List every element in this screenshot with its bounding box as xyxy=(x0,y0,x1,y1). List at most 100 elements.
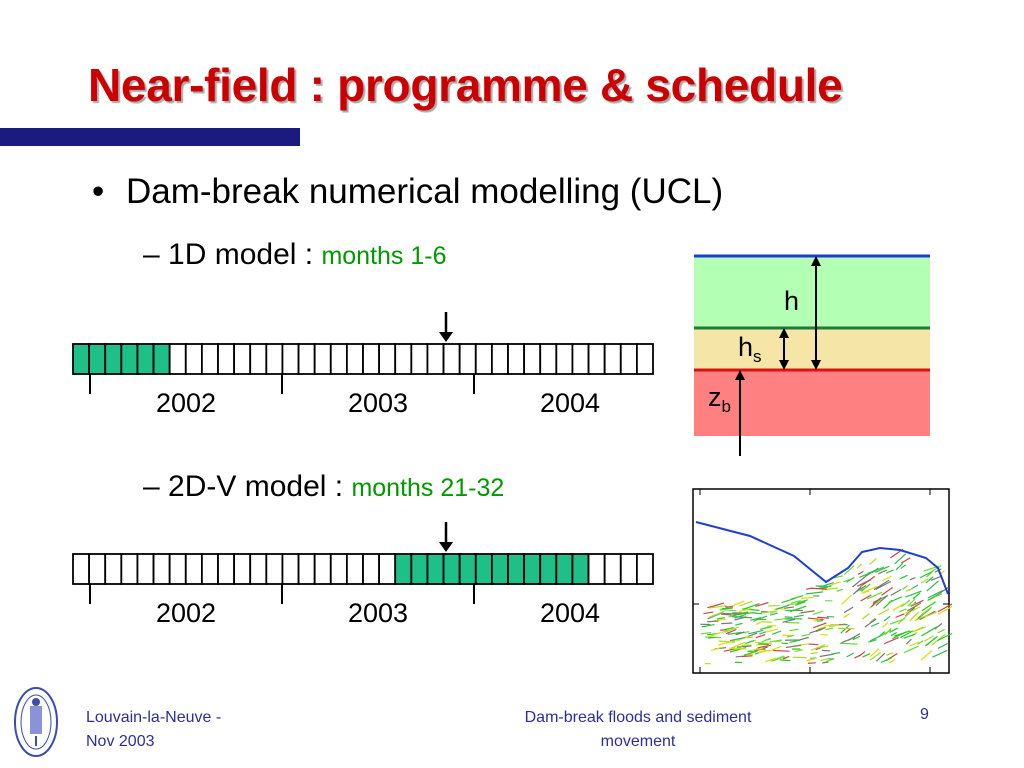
velocity-vector xyxy=(874,597,882,605)
velocity-vector xyxy=(846,576,855,583)
velocity-vector xyxy=(900,630,914,639)
velocity-field-plot xyxy=(692,488,952,674)
velocity-vector xyxy=(735,631,745,636)
velocity-vector xyxy=(921,601,936,612)
h-label: h xyxy=(784,286,799,316)
velocity-vector xyxy=(919,570,934,579)
month-cell xyxy=(523,343,542,375)
month-cell xyxy=(474,343,493,375)
velocity-vector xyxy=(760,610,777,614)
month-cell xyxy=(507,343,526,375)
velocity-vector xyxy=(936,632,952,642)
month-cell xyxy=(297,343,316,375)
velocity-vector xyxy=(758,643,769,646)
month-cell xyxy=(603,553,622,585)
velocity-vector xyxy=(900,599,911,608)
velocity-vector xyxy=(807,617,824,621)
velocity-vector xyxy=(793,614,804,618)
velocity-vector xyxy=(927,589,943,599)
velocity-vector xyxy=(809,657,817,659)
velocity-vector xyxy=(738,607,752,613)
velocity-vector xyxy=(846,652,855,658)
velocity-vector xyxy=(810,651,818,655)
velocity-vector xyxy=(890,588,902,596)
month-cell xyxy=(587,553,606,585)
velocity-vector xyxy=(909,577,916,581)
velocity-vector xyxy=(817,616,829,619)
sub-bullet-dash: – xyxy=(143,470,160,503)
month-cell-active xyxy=(410,553,429,585)
velocity-vector xyxy=(907,598,916,607)
velocity-vector xyxy=(875,594,888,606)
month-cell-active xyxy=(474,553,493,585)
velocity-vector xyxy=(750,616,762,621)
velocity-vector xyxy=(923,635,934,642)
velocity-vector xyxy=(832,575,843,579)
velocity-vector xyxy=(755,633,766,639)
bullet-item: • Dam-break numerical modelling (UCL) xyxy=(92,172,723,212)
month-cell xyxy=(362,553,381,585)
velocity-vector xyxy=(912,592,921,599)
bullet-text: Dam-break numerical modelling (UCL) xyxy=(126,172,724,211)
velocity-vector xyxy=(870,622,880,627)
month-cell xyxy=(136,553,155,585)
velocity-vector xyxy=(909,611,920,622)
month-cell xyxy=(362,343,381,375)
month-cell-active xyxy=(539,553,558,585)
velocity-vector xyxy=(801,633,811,637)
velocity-vector xyxy=(782,618,796,623)
year-label-2003: 2003 xyxy=(348,388,408,414)
footer-mid-line1: Dam-break floods and sediment xyxy=(524,709,752,726)
month-cell xyxy=(233,553,252,585)
velocity-vector xyxy=(903,645,919,654)
velocity-vector xyxy=(718,640,735,643)
month-cell xyxy=(152,553,171,585)
velocity-vector xyxy=(776,656,785,660)
zb-main: z xyxy=(708,382,722,412)
velocity-vector xyxy=(890,632,897,637)
month-cell xyxy=(442,343,461,375)
month-cell xyxy=(490,343,509,375)
velocity-vector xyxy=(881,622,889,628)
velocity-vector xyxy=(785,644,802,649)
velocity-vector xyxy=(825,627,834,631)
velocity-vector xyxy=(926,580,939,592)
velocity-vector xyxy=(920,578,929,584)
university-seal-logo xyxy=(14,687,58,757)
month-cell xyxy=(249,343,268,375)
velocity-vector xyxy=(782,655,790,660)
velocity-vector xyxy=(822,661,829,664)
hs-label: hs xyxy=(738,332,762,366)
velocity-vector xyxy=(889,627,899,634)
velocity-vector xyxy=(735,622,743,626)
velocity-vector xyxy=(720,613,732,616)
month-cell-active xyxy=(458,553,477,585)
velocity-vector xyxy=(924,611,937,618)
month-cell-active xyxy=(523,553,542,585)
velocity-vector xyxy=(905,590,922,598)
velocity-vector xyxy=(890,618,906,625)
velocity-vector xyxy=(757,644,772,649)
velocity-vector xyxy=(917,640,924,645)
velocity-vector xyxy=(919,606,933,617)
timeline-2dv-model: 2002 2003 2004 xyxy=(72,522,654,624)
velocity-vector xyxy=(739,600,753,607)
velocity-vector xyxy=(864,618,877,628)
velocity-vector xyxy=(806,658,815,662)
month-cell xyxy=(619,343,638,375)
velocity-vector xyxy=(753,615,768,622)
velocity-vector xyxy=(794,601,806,607)
hs-main: h xyxy=(738,332,753,362)
month-cell xyxy=(635,553,654,585)
velocity-vector xyxy=(820,657,829,662)
velocity-vector xyxy=(724,626,740,633)
velocity-vector xyxy=(875,565,890,573)
water-layer xyxy=(694,256,930,328)
velocity-vector xyxy=(829,581,841,587)
velocity-vector xyxy=(771,630,782,635)
velocity-vector xyxy=(836,588,844,592)
year-label-2002: 2002 xyxy=(156,598,216,624)
velocity-vector xyxy=(856,585,867,592)
month-cell xyxy=(120,553,139,585)
zb-label: zb xyxy=(708,382,731,416)
